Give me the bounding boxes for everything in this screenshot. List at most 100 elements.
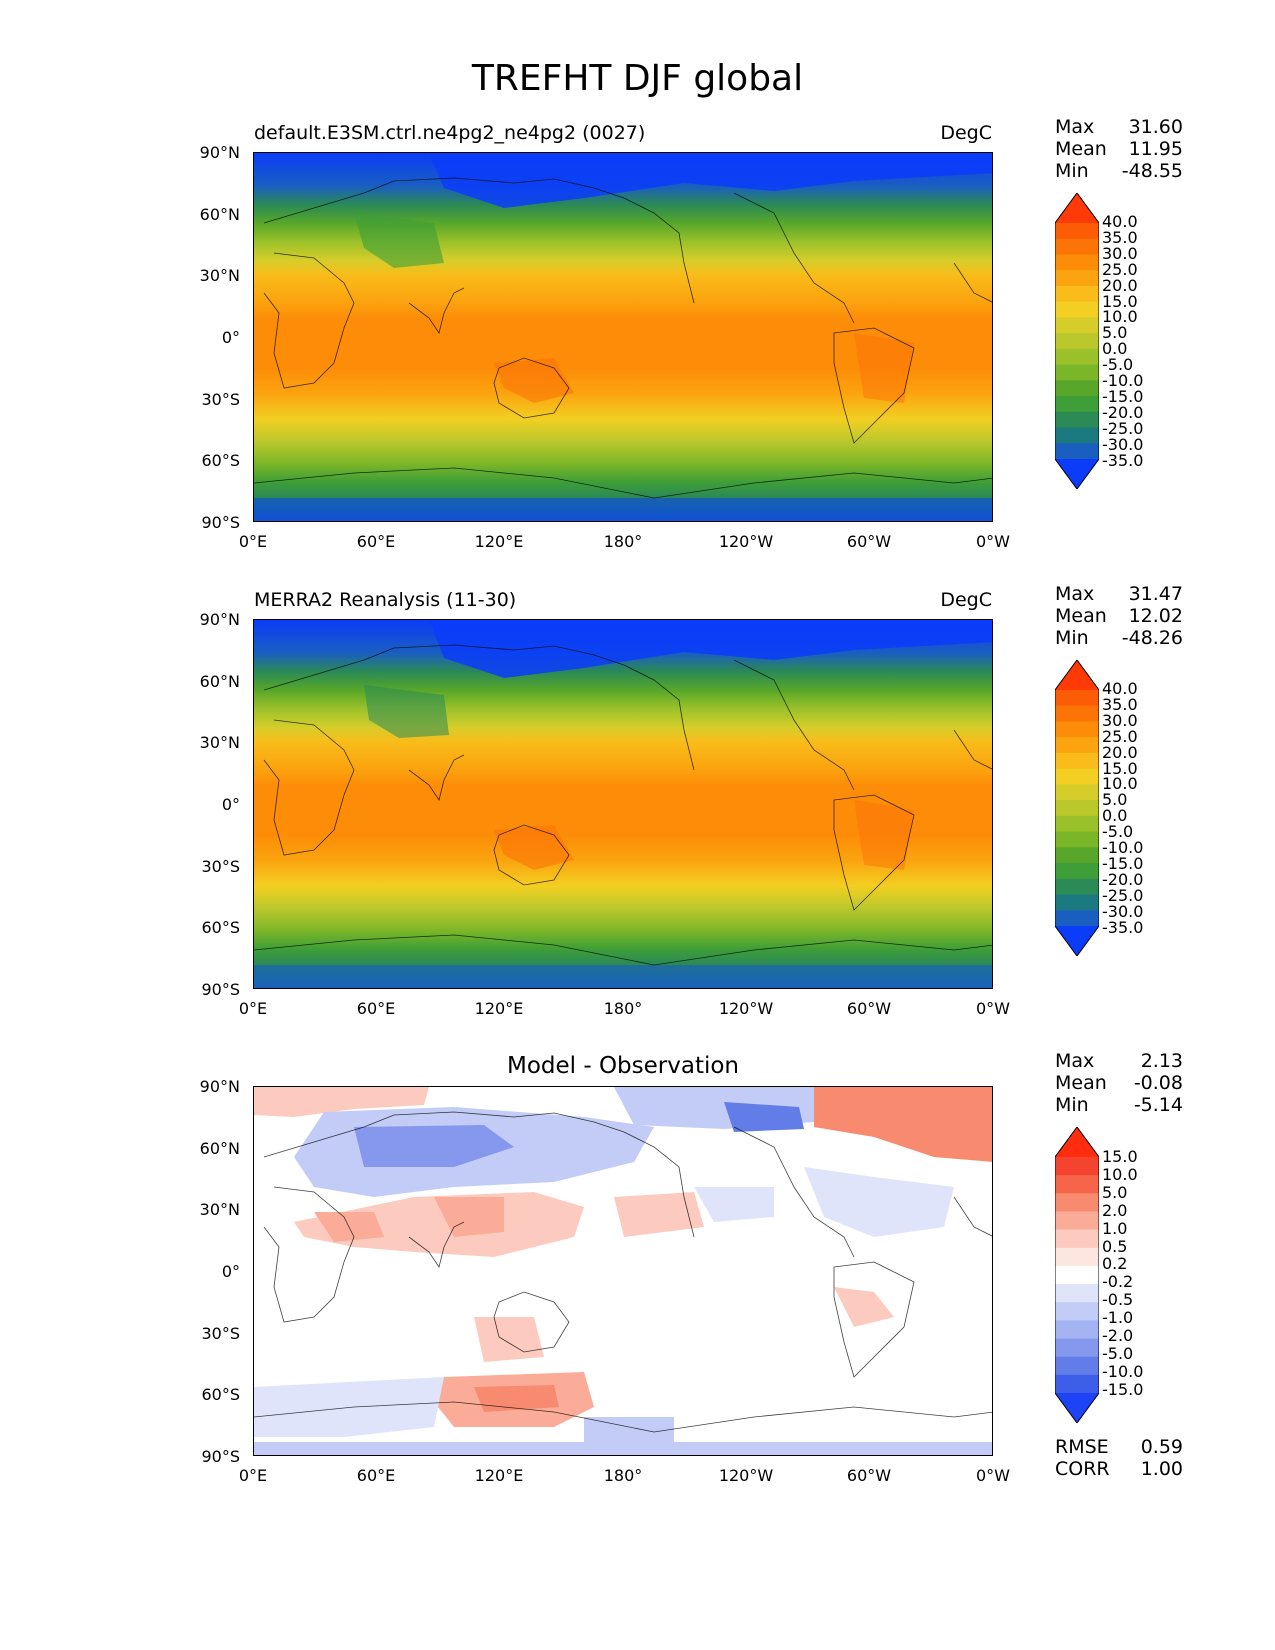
colorbar-segment <box>1055 317 1099 334</box>
p2-stat-label: Mean <box>1055 605 1107 627</box>
p1-cb-label: -20.0 <box>1102 402 1144 422</box>
panel3-title: Model - Observation <box>506 1053 740 1079</box>
p1-ytick-60s: 60°S <box>201 451 240 470</box>
p2-ytick-30n: 30°N <box>199 733 240 752</box>
colorbar-segment <box>1055 348 1099 366</box>
p3-cb-label: 1.0 <box>1102 1218 1128 1238</box>
p3-xtick-180: 180° <box>603 1466 643 1485</box>
p2-colorbar-max-extend <box>1055 660 1099 690</box>
p2-cb-label: 30.0 <box>1102 710 1138 730</box>
p2-ytick-0: 0° <box>221 795 240 814</box>
colorbar-segment <box>1055 223 1099 240</box>
panel1-map-field <box>254 153 992 521</box>
colorbar-segment <box>1055 784 1099 801</box>
colorbar-segment <box>1055 254 1099 271</box>
p2-cb-label: -25.0 <box>1102 885 1144 905</box>
panel1-title-left: default.E3SM.ctrl.ne4pg2_ne4pg2 (0027) <box>254 122 646 144</box>
colorbar-segment <box>1055 1193 1099 1212</box>
p1-cb-label: 25.0 <box>1102 259 1138 279</box>
p2-stats: Max 31.47 Mean 12.02 Min -48.26 <box>1055 583 1183 649</box>
p2-xtick-120e: 120°E <box>474 999 524 1018</box>
p1-xtick-60e: 60°E <box>356 532 396 551</box>
p3-footer-label: RMSE <box>1055 1436 1109 1458</box>
colorbar-segment <box>1055 1175 1099 1194</box>
p3-cb-label: 10.0 <box>1102 1164 1138 1184</box>
p3-footer-label: CORR <box>1055 1458 1110 1480</box>
p2-ytick-30s: 30°S <box>201 857 240 876</box>
p2-xtick-0w: 0°W <box>976 999 1010 1018</box>
colorbar-segment <box>1055 690 1099 707</box>
p2-stat-label: Min <box>1055 627 1089 649</box>
p2-colorbar-labels: 40.0 35.0 30.0 25.0 20.0 15.0 10.0 5.0 0… <box>1102 681 1143 936</box>
colorbar-segment <box>1055 831 1099 848</box>
p3-xtick-0w: 0°W <box>976 1466 1010 1485</box>
p3-stat-label: Mean <box>1055 1072 1107 1094</box>
p3-ytick-90s: 90°S <box>201 1447 240 1466</box>
colorbar-segment <box>1055 863 1099 880</box>
p2-stat-label: Max <box>1055 583 1095 605</box>
p1-ytick-0: 0° <box>221 328 240 347</box>
p3-cb-label: 5.0 <box>1102 1182 1128 1202</box>
p1-cb-label: 0.0 <box>1102 339 1128 359</box>
panel2-map-field <box>254 620 992 988</box>
p2-xtick-120w: 120°W <box>718 999 774 1018</box>
panel2-map <box>253 619 993 989</box>
p1-stat-label: Min <box>1055 160 1089 182</box>
p1-colorbar-min-extend <box>1055 459 1099 489</box>
p1-stat-value: 11.95 <box>1128 138 1183 160</box>
panel2-title-left: MERRA2 Reanalysis (11-30) <box>254 589 517 611</box>
p2-ytick-90s: 90°S <box>201 980 240 999</box>
p1-ytick-60n: 60°N <box>199 205 240 224</box>
panel1-map <box>253 152 993 522</box>
p3-stats: Max 2.13 Mean -0.08 Min -5.14 <box>1055 1050 1183 1116</box>
p2-stat-value: 12.02 <box>1128 605 1183 627</box>
p3-xtick-120e: 120°E <box>474 1466 524 1485</box>
p3-cb-label: -0.5 <box>1102 1290 1134 1310</box>
p1-cb-label: 5.0 <box>1102 323 1128 343</box>
p3-stat-label: Max <box>1055 1050 1095 1072</box>
p2-cb-label: -10.0 <box>1102 838 1144 858</box>
p3-colorbar <box>1055 1127 1099 1423</box>
p3-colorbar-labels: 15.0 10.0 5.0 2.0 1.0 0.5 0.2 -0.2 -0.5 … <box>1102 1148 1143 1399</box>
colorbar-segment <box>1055 1157 1099 1176</box>
p1-cb-label: -30.0 <box>1102 434 1144 454</box>
p3-cb-label: 0.2 <box>1102 1254 1128 1274</box>
p1-xtick-0e: 0°E <box>238 532 268 551</box>
p3-xtick-120w: 120°W <box>718 1466 774 1485</box>
p1-cb-label: -5.0 <box>1102 355 1134 375</box>
p3-xtick-0e: 0°E <box>238 1466 268 1485</box>
p2-cb-label: 20.0 <box>1102 742 1138 762</box>
colorbar-segment <box>1055 364 1099 381</box>
p1-cb-label: 30.0 <box>1102 243 1138 263</box>
p2-stat-value: 31.47 <box>1128 583 1183 605</box>
p1-xtick-120e: 120°E <box>474 532 524 551</box>
colorbar-segment <box>1055 1284 1099 1303</box>
p2-ytick-90n: 90°N <box>199 610 240 629</box>
colorbar-segment <box>1055 815 1099 833</box>
p1-cb-label: 35.0 <box>1102 227 1138 247</box>
p2-xtick-60e: 60°E <box>356 999 396 1018</box>
panel2-units: DegC <box>940 589 992 611</box>
p1-cb-label: 15.0 <box>1102 291 1138 311</box>
p3-ytick-60s: 60°S <box>201 1385 240 1404</box>
colorbar-segment <box>1055 878 1099 896</box>
p2-xtick-180: 180° <box>603 999 643 1018</box>
figure-title: TREFHT DJF global <box>471 58 804 99</box>
colorbar-segment <box>1055 238 1099 255</box>
p3-xtick-60w: 60°W <box>846 1466 892 1485</box>
colorbar-segment <box>1055 737 1099 754</box>
colorbar-segment <box>1055 847 1099 864</box>
colorbar-segment <box>1055 443 1099 460</box>
p3-cb-label: 0.5 <box>1102 1236 1128 1256</box>
p2-cb-label: -35.0 <box>1102 917 1144 937</box>
p1-ytick-90s: 90°S <box>201 513 240 532</box>
p3-ytick-90n: 90°N <box>199 1077 240 1096</box>
p3-colorbar-min-extend <box>1055 1393 1099 1423</box>
p2-cb-label: -15.0 <box>1102 853 1144 873</box>
p1-cb-label: 10.0 <box>1102 307 1138 327</box>
p3-stat-value: 2.13 <box>1140 1050 1183 1072</box>
p1-xtick-180: 180° <box>603 532 643 551</box>
p1-stat-value: 31.60 <box>1128 116 1183 138</box>
colorbar-segment <box>1055 270 1099 287</box>
colorbar-segment <box>1055 894 1099 911</box>
